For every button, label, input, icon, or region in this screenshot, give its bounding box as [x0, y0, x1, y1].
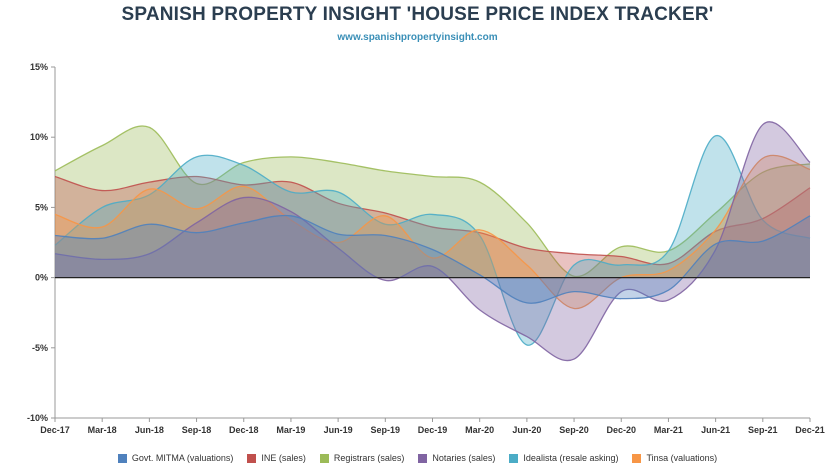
chart-subtitle: www.spanishpropertyinsight.com: [337, 32, 498, 43]
legend-item-tinsa-valuations[interactable]: Tinsa (valuations): [632, 453, 717, 463]
series-line-idealista-resale-asking: [54, 135, 811, 346]
chart-legend: Govt. MITMA (valuations) INE (sales) Regis…: [0, 453, 835, 463]
legend-item-notaries-sales[interactable]: Notaries (sales): [418, 453, 495, 463]
series-line-registrars-sales: [54, 125, 811, 278]
legend-item-ine-sales[interactable]: INE (sales): [247, 453, 306, 463]
x-tick-label: Mar-18: [88, 425, 117, 435]
x-tick-label: Dec-19: [418, 425, 448, 435]
legend-label: Idealista (resale asking): [523, 453, 619, 463]
x-tick-label: Mar-21: [654, 425, 683, 435]
legend-item-idealista-resale-asking[interactable]: Idealista (resale asking): [509, 453, 618, 463]
legend-swatch: [509, 453, 519, 463]
legend-label: Registrars (sales): [333, 453, 405, 463]
y-tick-label: 0%: [35, 273, 48, 283]
x-tick-label: Dec-20: [606, 425, 636, 435]
series-area-tinsa-valuations: [55, 155, 810, 309]
x-tick-label: Jun-18: [135, 425, 164, 435]
legend-label: Notaries (sales): [432, 453, 496, 463]
series-line-tinsa-valuations: [54, 154, 811, 310]
series-line-notaries-sales: [54, 121, 811, 362]
x-tick-label: Jun-21: [701, 425, 730, 435]
y-tick-label: 5%: [35, 202, 48, 212]
legend-item-govt-mitma-valuations[interactable]: Govt. MITMA (valuations): [117, 453, 234, 463]
legend-swatch: [247, 453, 257, 463]
x-tick-label: Dec-18: [229, 425, 259, 435]
legend-label: Tinsa (valuations): [646, 453, 718, 463]
y-tick-label: -10%: [27, 413, 48, 423]
x-tick-label: Mar-19: [276, 425, 305, 435]
y-tick-label: -5%: [32, 343, 48, 353]
series-area-ine-sales: [55, 176, 810, 278]
series-area-idealista-resale-asking: [55, 135, 810, 346]
y-tick-label: 15%: [30, 62, 48, 72]
series-area-notaries-sales: [55, 121, 810, 361]
series-area-govt-mitma-valuations: [55, 215, 810, 304]
x-tick-label: Dec-17: [40, 425, 70, 435]
x-tick-label: Dec-21: [795, 425, 825, 435]
legend-item-registrars-sales[interactable]: Registrars (sales): [319, 453, 405, 463]
x-tick-label: Jun-20: [512, 425, 541, 435]
x-tick-label: Sep-19: [371, 425, 401, 435]
x-tick-label: Jun-19: [324, 425, 353, 435]
legend-swatch: [632, 453, 642, 463]
series-line-govt-mitma-valuations: [54, 214, 811, 304]
x-tick-label: Sep-20: [559, 425, 589, 435]
x-tick-label: Sep-18: [182, 425, 212, 435]
legend-label: INE (sales): [261, 453, 306, 463]
y-tick-label: 10%: [30, 132, 48, 142]
x-tick-label: Mar-20: [465, 425, 494, 435]
series-area-registrars-sales: [55, 126, 810, 278]
legend-swatch: [319, 453, 329, 463]
legend-swatch: [117, 453, 127, 463]
chart-title: SPANISH PROPERTY INSIGHT 'HOUSE PRICE IN…: [121, 4, 714, 25]
legend-swatch: [418, 453, 428, 463]
legend-label: Govt. MITMA (valuations): [131, 453, 234, 463]
x-tick-label: Sep-21: [748, 425, 778, 435]
series-line-ine-sales: [54, 175, 811, 266]
